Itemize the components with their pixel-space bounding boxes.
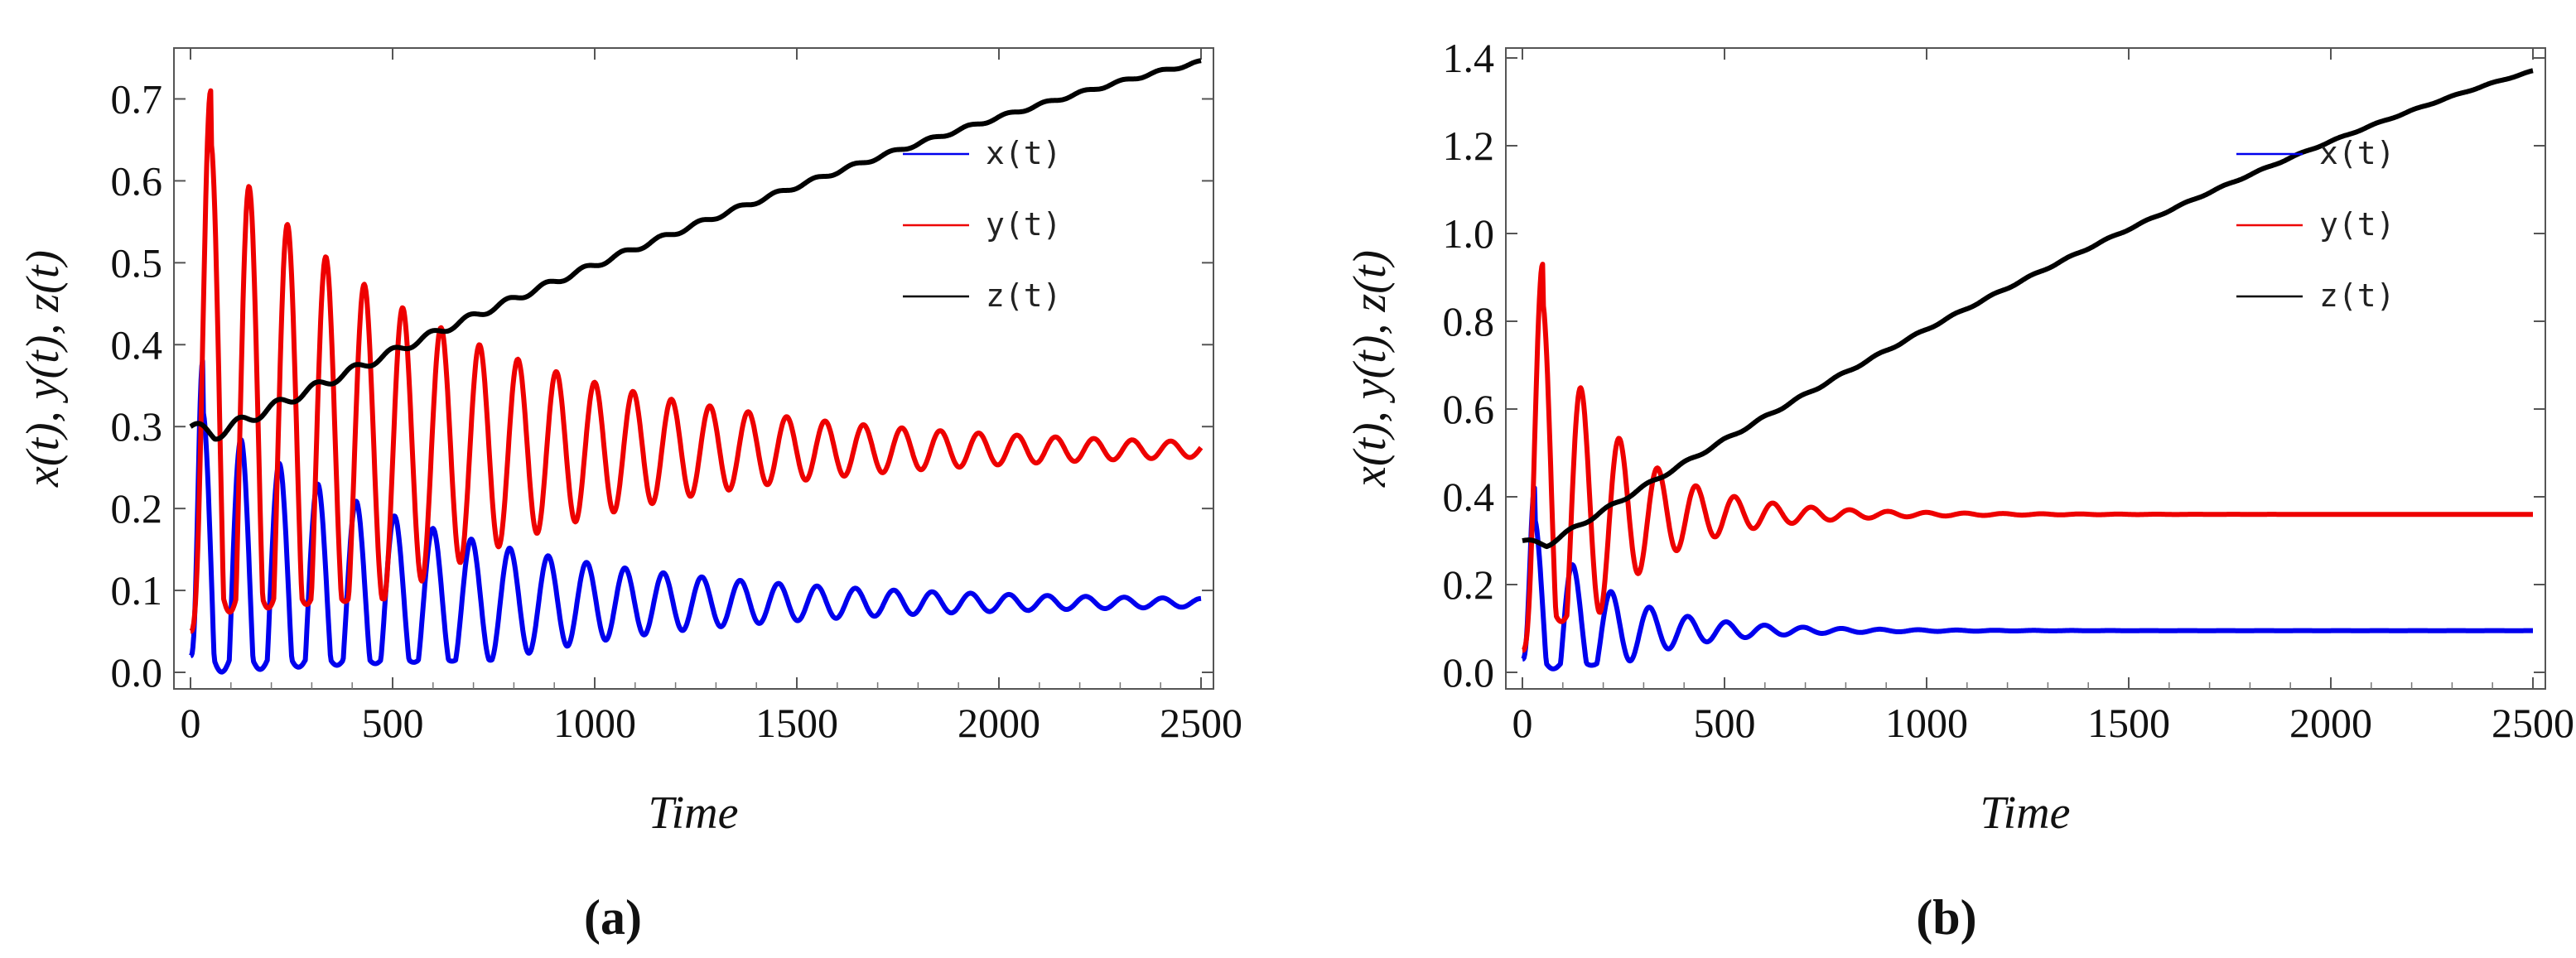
series-b xyxy=(1521,68,2535,672)
x-axis-label-a: Time xyxy=(649,787,739,839)
series-line-b-y xyxy=(1521,262,2535,653)
legend-label-b-y: y(t) xyxy=(2319,206,2395,243)
series-line-b-z xyxy=(1521,68,2535,550)
legend-a: x(t) y(t) z(t) xyxy=(903,135,1062,314)
x-tick-label-b-500: 500 xyxy=(1694,700,1756,746)
x-tick-label-b-1500: 1500 xyxy=(2087,700,2170,746)
caption-a: (a) xyxy=(584,890,642,945)
y-tick-label-b-2: 0.4 xyxy=(1443,474,1495,520)
legend-b: x(t) y(t) z(t) xyxy=(2236,135,2395,314)
x-tick-label-b-1000: 1000 xyxy=(1885,700,1968,746)
y-axis-label-a: x(t), y(t), z(t) xyxy=(17,250,69,488)
plot-frame-b xyxy=(1505,47,2546,690)
y-tick-label-b-6: 1.2 xyxy=(1443,123,1495,169)
caption-b: (b) xyxy=(1916,890,1976,945)
x-tick-label-a-2500: 2500 xyxy=(1160,700,1242,746)
series-line-a-z xyxy=(189,58,1203,442)
x-tick-label-b-2500: 2500 xyxy=(2492,700,2574,746)
y-tick-label-b-5: 1.0 xyxy=(1443,210,1495,257)
series-line-b-x xyxy=(1521,485,2535,672)
ticks-b: 0 500 1000 1500 2000 2500 0.0 0.2 0.4 0.6 0.8 1.0 1.… xyxy=(1443,35,2575,746)
y-tick-label-a-4: 0.4 xyxy=(111,321,163,368)
chart-panel-b: 0 500 1000 1500 2000 2500 0.0 0.2 0.4 0.6 0.8 1.0 1.… xyxy=(1344,35,2574,945)
y-tick-label-b-3: 0.6 xyxy=(1443,386,1495,432)
y-tick-label-b-7: 1.4 xyxy=(1443,35,1495,81)
legend-label-a-x: x(t) xyxy=(986,135,1062,171)
legend-label-a-y: y(t) xyxy=(986,206,1062,243)
y-tick-label-a-0: 0.0 xyxy=(111,649,163,696)
y-tick-label-b-0: 0.0 xyxy=(1443,649,1495,696)
chart-panel-a: 0 500 1000 1500 2000 2500 0.0 0.1 0.2 0.3 0.4 0.5 0.… xyxy=(17,47,1242,945)
plot-frame-a xyxy=(173,47,1214,690)
y-tick-label-a-3: 0.3 xyxy=(111,403,163,450)
legend-label-a-z: z(t) xyxy=(986,277,1062,314)
x-axis-label-b: Time xyxy=(1980,787,2071,839)
x-tick-label-b-0: 0 xyxy=(1512,700,1533,746)
y-tick-label-a-2: 0.2 xyxy=(111,485,163,532)
series-line-a-x xyxy=(189,359,1203,675)
x-tick-label-a-500: 500 xyxy=(362,700,424,746)
legend-label-b-x: x(t) xyxy=(2319,135,2395,171)
y-axis-label-b: x(t), y(t), z(t) xyxy=(1344,250,1396,488)
y-tick-label-a-1: 0.1 xyxy=(111,567,163,614)
x-tick-label-a-1500: 1500 xyxy=(755,700,838,746)
y-tick-label-a-6: 0.6 xyxy=(111,157,163,204)
x-tick-label-b-2000: 2000 xyxy=(2289,700,2372,746)
y-tick-label-b-1: 0.2 xyxy=(1443,561,1495,608)
x-tick-label-a-2000: 2000 xyxy=(958,700,1040,746)
x-tick-label-a-1000: 1000 xyxy=(553,700,636,746)
y-tick-label-a-5: 0.5 xyxy=(111,239,163,286)
y-tick-label-a-7: 0.7 xyxy=(111,75,163,122)
ticks-a: 0 500 1000 1500 2000 2500 0.0 0.1 0.2 0.3 0.4 0.5 0.… xyxy=(111,48,1242,746)
x-tick-label-a-0: 0 xyxy=(181,700,201,746)
series-a xyxy=(189,58,1204,675)
series-line-a-y xyxy=(189,88,1204,634)
y-tick-label-b-4: 0.8 xyxy=(1443,298,1495,344)
legend-label-b-z: z(t) xyxy=(2319,277,2395,314)
